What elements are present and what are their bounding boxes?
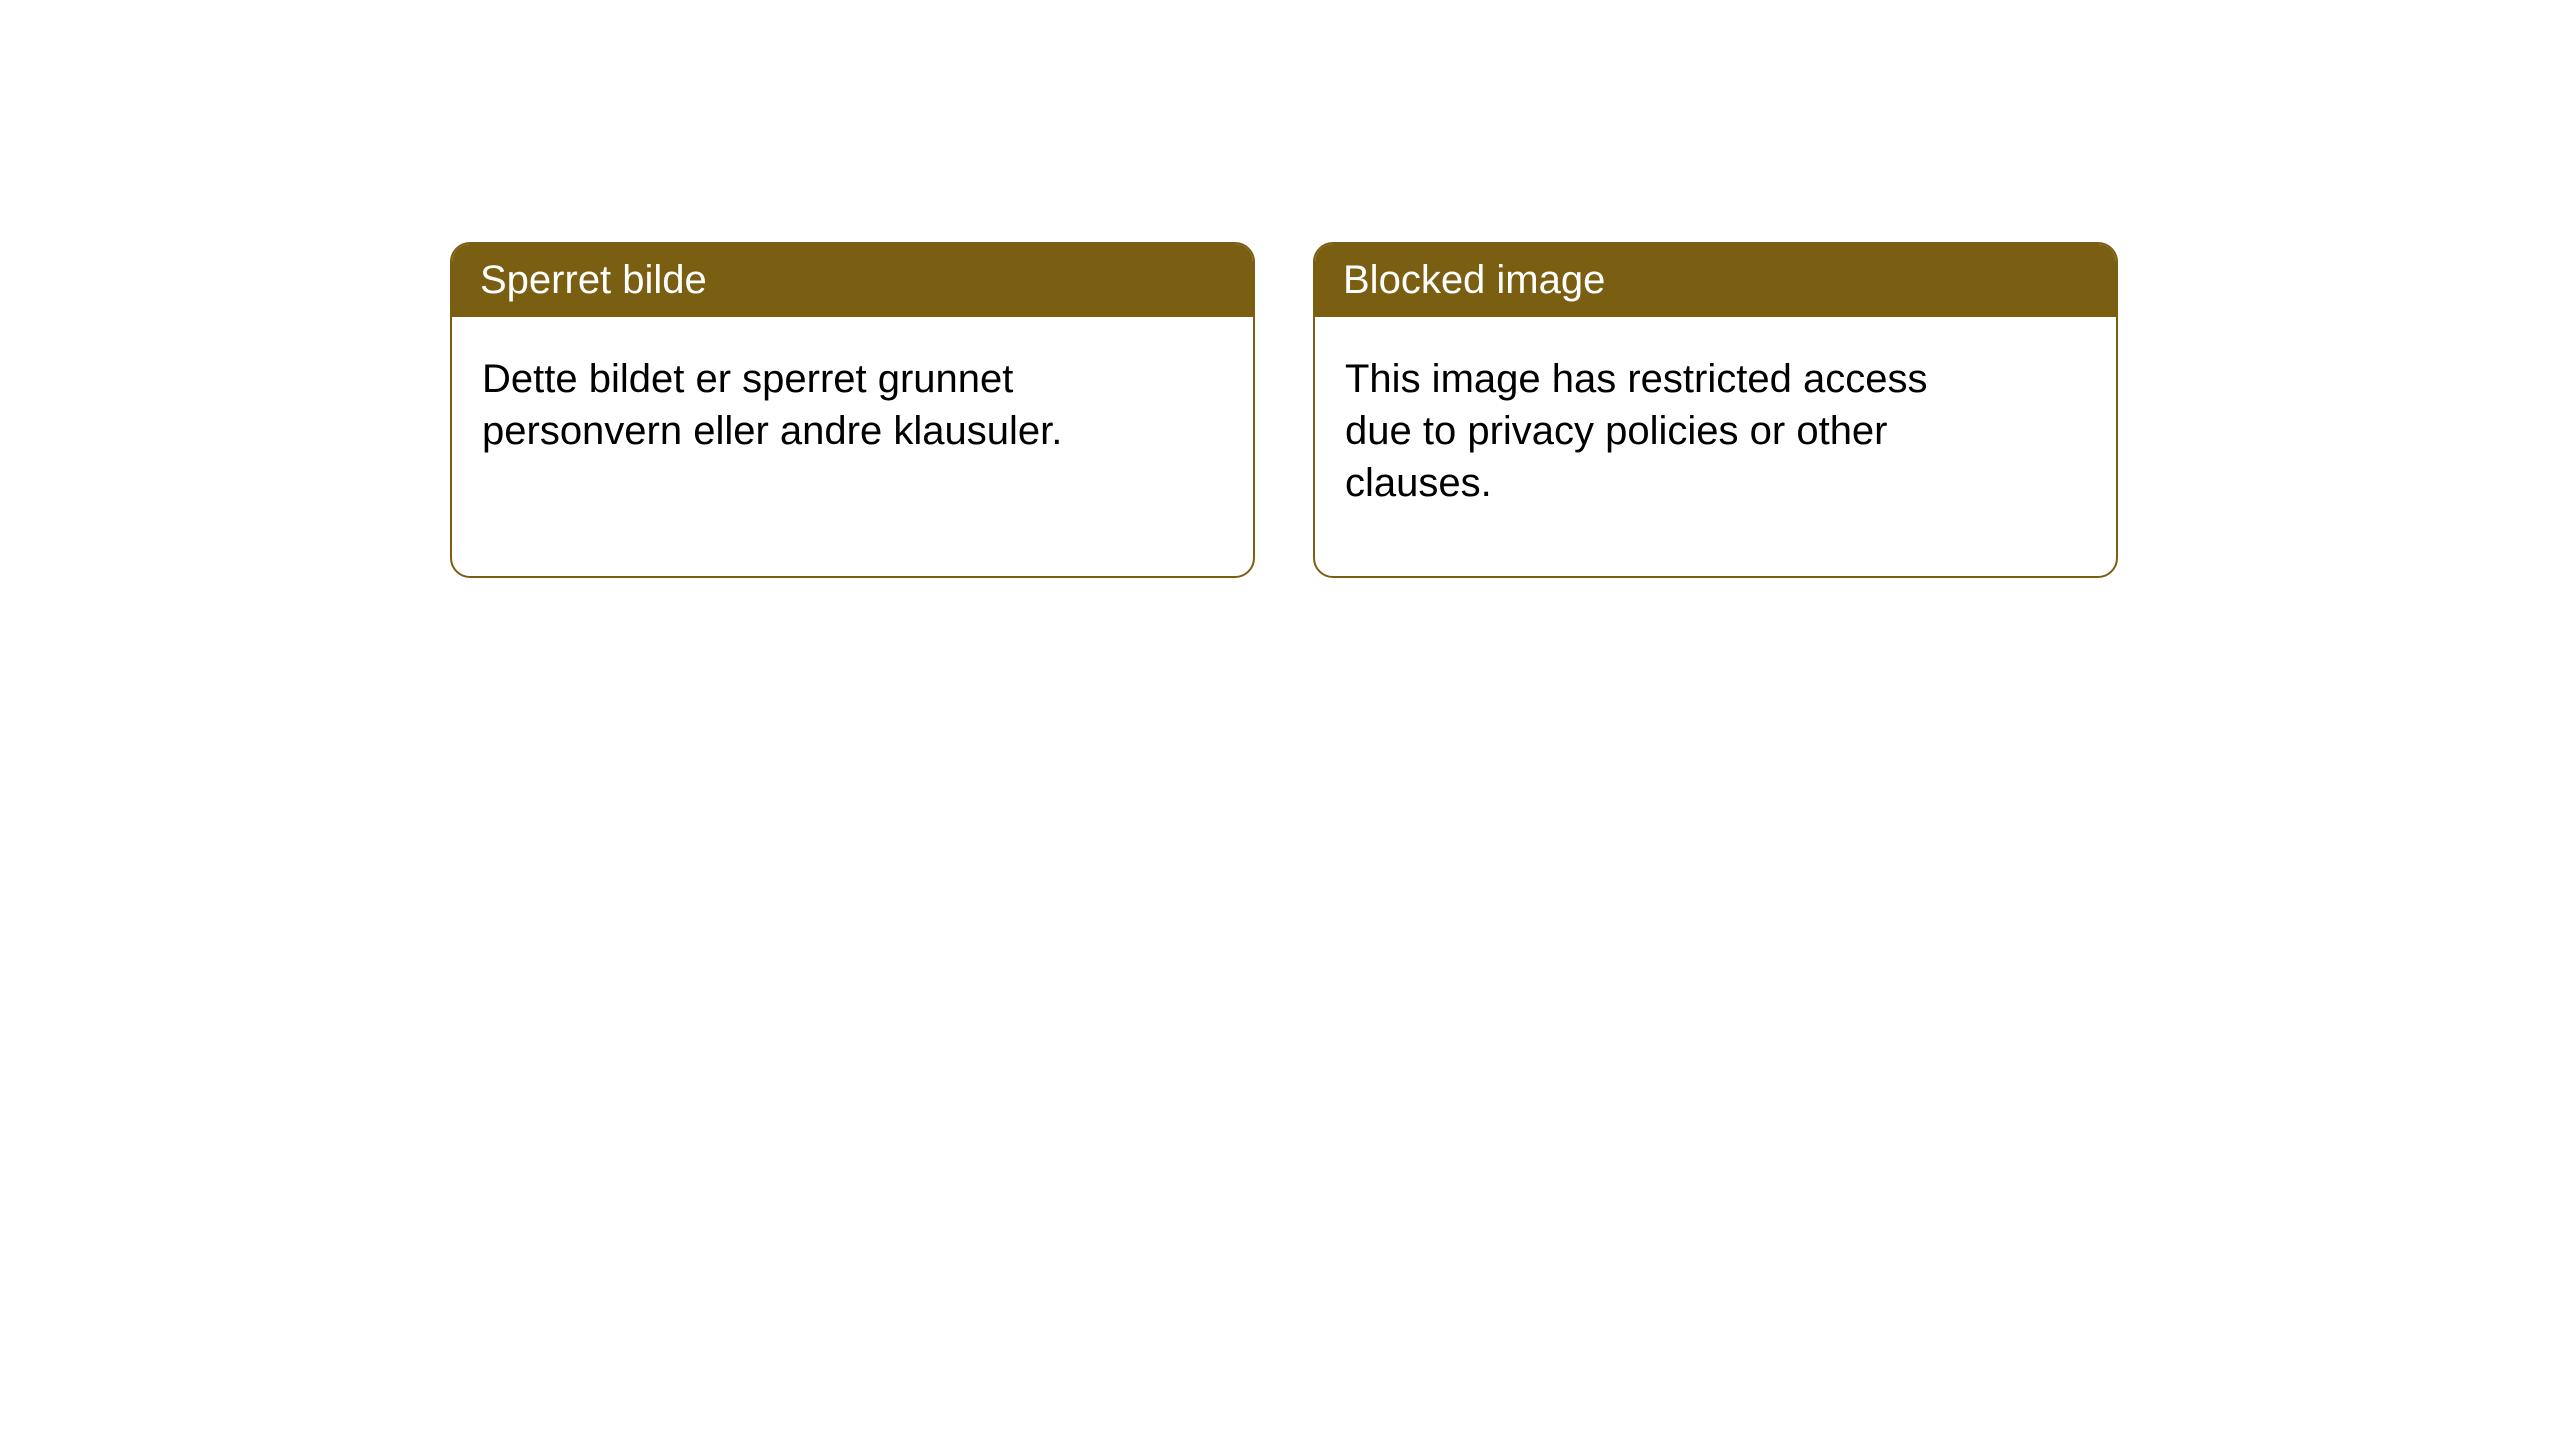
- notice-body: Dette bildet er sperret grunnet personve…: [452, 317, 1132, 493]
- notice-container: Sperret bilde Dette bildet er sperret gr…: [0, 0, 2560, 578]
- notice-title: Sperret bilde: [452, 244, 1253, 317]
- notice-card-english: Blocked image This image has restricted …: [1313, 242, 2118, 578]
- notice-body: This image has restricted access due to …: [1315, 317, 1995, 545]
- notice-card-norwegian: Sperret bilde Dette bildet er sperret gr…: [450, 242, 1255, 578]
- notice-title: Blocked image: [1315, 244, 2116, 317]
